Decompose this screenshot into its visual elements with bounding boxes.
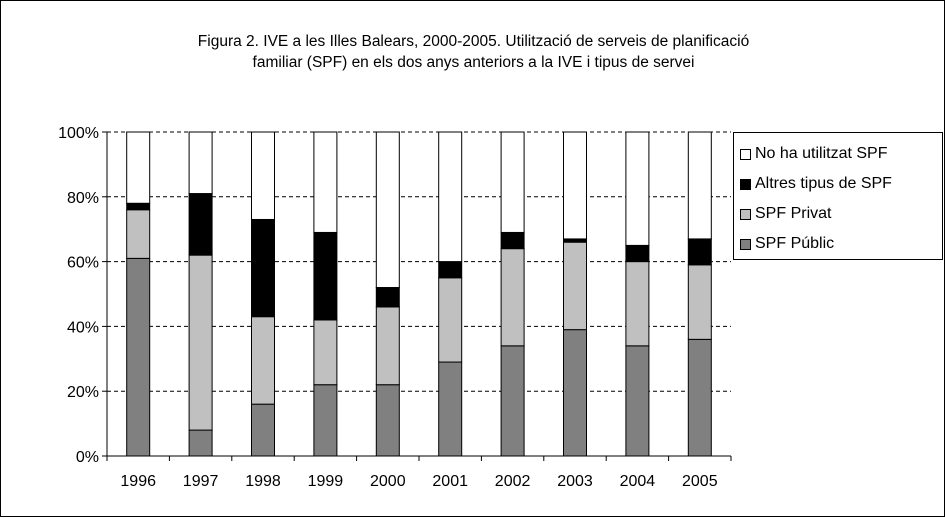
bar-segment-2002-no-ha-utilitzat-spf [500,131,525,233]
legend-label-public: SPF Públic [755,235,835,252]
x-tick-label: 1998 [245,473,281,490]
x-tick-label: 1997 [183,473,219,490]
bar-segment-1997-spf-p-blic [188,429,213,457]
bar-segment-2004-no-ha-utilitzat-spf [625,131,650,246]
bar-segment-1997-spf-privat [188,254,213,431]
bar-segment-2002-spf-privat [500,248,525,347]
bar-segment-1996-altres-tipus-de-spf [126,202,151,211]
y-tick-label: 0% [76,449,99,466]
bar-segment-2004-spf-p-blic [625,345,650,457]
bar-segment-1997-no-ha-utilitzat-spf [188,131,213,195]
bar-segment-1999-spf-privat [313,319,338,386]
x-tick-label: 2000 [370,473,406,490]
bar-segment-2001-spf-privat [438,277,463,363]
bar-segment-2001-altres-tipus-de-spf [438,261,463,279]
x-tick-label: 2004 [620,473,656,490]
bar-segment-2004-altres-tipus-de-spf [625,244,650,263]
bar-segment-1998-altres-tipus-de-spf [251,218,275,318]
bar-segment-2005-altres-tipus-de-spf [687,238,712,266]
bar-segment-2002-spf-p-blic [500,345,525,457]
bar-segment-2000-spf-privat [375,306,400,386]
bar-segment-1996-spf-p-blic [126,257,151,457]
legend-swatch-public [740,238,751,250]
legend-item-privat: SPF Privat [740,199,942,229]
legend-label-altres: Altres tipus de SPF [755,175,892,192]
y-tick-label: 60% [67,255,99,272]
bar-segment-2005-spf-p-blic [687,338,712,457]
bar-segment-2004-spf-privat [625,261,650,347]
bar-segment-2000-no-ha-utilitzat-spf [375,131,400,289]
bar-segment-1998-no-ha-utilitzat-spf [251,131,275,220]
bar-segment-1998-spf-p-blic [251,403,275,457]
bar-segment-2001-no-ha-utilitzat-spf [438,131,463,263]
legend-swatch-privat [740,208,751,220]
bar-segment-1998-spf-privat [251,316,275,405]
legend-label-privat: SPF Privat [755,205,832,222]
x-tick-label: 2002 [495,473,531,490]
x-tick-label: 2003 [557,473,593,490]
bar-segment-2005-spf-privat [687,264,712,340]
y-tick-label: 20% [67,384,99,401]
bar-segment-1999-spf-p-blic [313,384,338,457]
bar-segment-2003-spf-privat [563,241,587,331]
x-tick-label: 2001 [432,473,468,490]
bar-segment-2000-spf-p-blic [375,384,400,457]
legend-item-public: SPF Públic [740,229,942,259]
x-tick-label: 1996 [120,473,156,490]
bar-segment-1997-altres-tipus-de-spf [188,193,213,256]
chart-title-line-2: familiar (SPF) en els dos anys anteriors… [252,54,695,71]
bar-segment-1996-spf-privat [126,209,151,259]
bar-segment-1999-no-ha-utilitzat-spf [313,131,338,233]
legend-item-no-spf: No ha utilitzat SPF [740,139,942,169]
bar-segment-2001-spf-p-blic [438,361,463,457]
chart-title-line-1: Figura 2. IVE a les Illes Balears, 2000-… [197,33,750,50]
y-tick-label: 80% [67,190,99,207]
legend-swatch-altres [740,178,751,190]
y-tick-label: 100% [58,125,99,142]
bar-segment-2003-no-ha-utilitzat-spf [563,131,587,240]
legend-item-altres: Altres tipus de SPF [740,169,942,199]
bar-segment-2003-spf-p-blic [563,329,587,457]
bar-segment-2000-altres-tipus-de-spf [375,287,400,308]
y-tick-label: 40% [67,319,99,336]
x-tick-label: 1999 [308,473,344,490]
bar-segment-2005-no-ha-utilitzat-spf [687,131,712,240]
bar-segment-2002-altres-tipus-de-spf [500,231,525,250]
chart-title: Figura 2. IVE a les Illes Balears, 2000-… [1,31,945,73]
legend-swatch-no-spf [740,148,751,160]
bar-segment-1999-altres-tipus-de-spf [313,231,338,321]
legend-label-no-spf: No ha utilitzat SPF [755,145,888,162]
legend: No ha utilitzat SPF Altres tipus de SPF … [733,132,943,260]
bar-segment-1996-no-ha-utilitzat-spf [126,131,151,204]
x-tick-label: 2005 [682,473,718,490]
